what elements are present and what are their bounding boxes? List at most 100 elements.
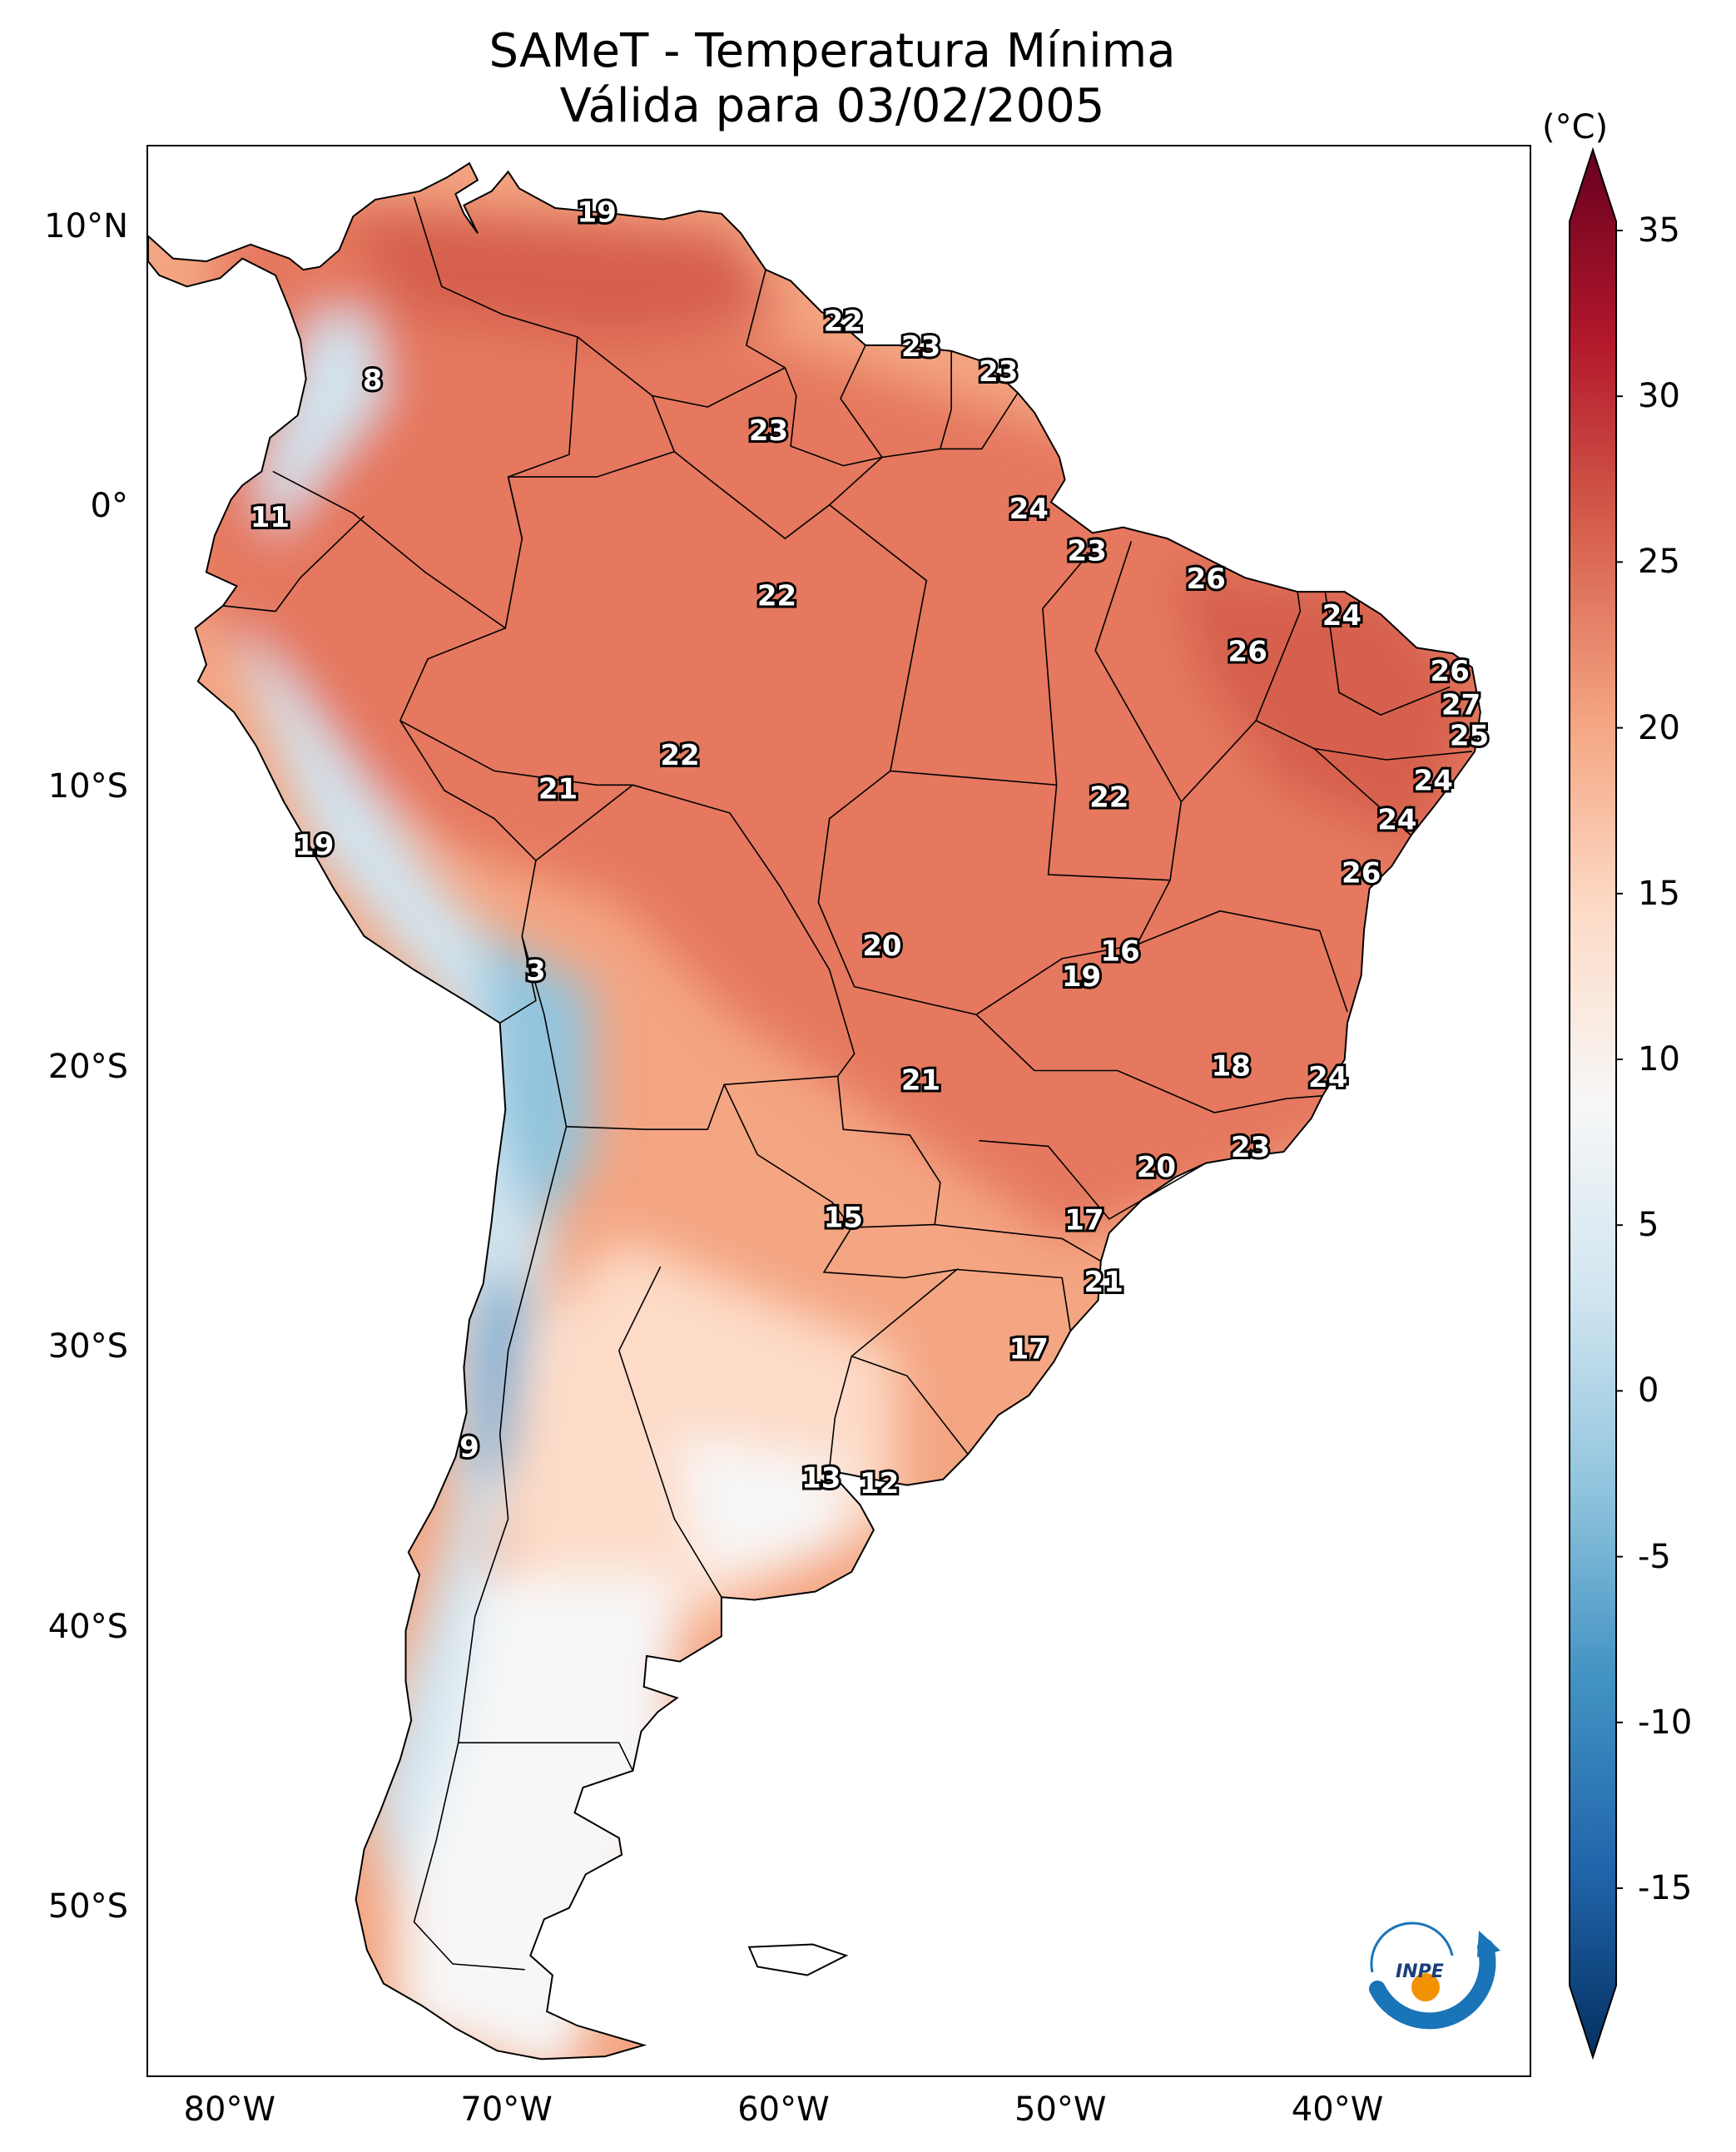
station-value-label: 17 [1064, 1204, 1104, 1237]
station-value-label: 23 [749, 414, 788, 448]
latitude-tick-label: 50°S [47, 1887, 128, 1926]
longitude-tick-label: 50°W [1014, 2090, 1107, 2129]
longitude-tick-label: 80°W [183, 2090, 276, 2129]
border-line [413, 935, 568, 1971]
border-line [723, 1076, 941, 1228]
border-line [651, 395, 883, 540]
colorbar-tick-label: 10 [1638, 1040, 1680, 1078]
station-value-label: 23 [901, 330, 940, 364]
border-line [1047, 541, 1183, 881]
border-line [577, 336, 786, 408]
station-value-label: 21 [1084, 1266, 1123, 1299]
colorbar-tick-label: 25 [1638, 543, 1680, 582]
station-value-label: 24 [1377, 804, 1416, 837]
border-line [1136, 910, 1348, 1013]
station-value-label: 18 [1212, 1050, 1251, 1083]
station-value-label: 23 [979, 355, 1018, 389]
latitude-tick-label: 0° [90, 487, 128, 526]
station-value-label: 22 [660, 739, 699, 772]
field-pampa-neutral [674, 1435, 841, 1575]
border-line [840, 345, 952, 459]
station-value-label: 22 [1089, 781, 1128, 815]
map-title-line2: Válida para 03/02/2005 [559, 79, 1105, 133]
colorbar-tick-label: -15 [1638, 1869, 1693, 1907]
border-line [1180, 591, 1302, 803]
border-line [975, 880, 1171, 1015]
station-value-label: 15 [824, 1201, 863, 1234]
station-value-label: 23 [1068, 535, 1107, 568]
station-value-label: 26 [1228, 636, 1267, 669]
station-value-label: 26 [1187, 563, 1226, 596]
station-value-label: 24 [1414, 764, 1453, 797]
station-value-label: 26 [1431, 655, 1470, 688]
station-value-label: 24 [1322, 599, 1362, 632]
colorbar-tick-label: -10 [1638, 1703, 1693, 1742]
station-value-label: 3 [526, 955, 546, 988]
colorbar-tick-label: -5 [1638, 1537, 1671, 1576]
longitude-tick-label: 60°W [737, 2090, 830, 2129]
station-value-label: 22 [824, 305, 863, 339]
border-line [979, 1139, 1207, 1220]
field-andes-colder [480, 1267, 523, 1491]
border-line [507, 451, 675, 539]
station-value-label: 9 [459, 1431, 479, 1464]
border-line [940, 392, 1019, 450]
station-value-label: 11 [250, 501, 290, 534]
border-line [829, 504, 1091, 786]
colorbar [1569, 146, 1623, 2060]
longitude-tick-label: 70°W [460, 2090, 553, 2129]
border-line [1313, 747, 1472, 761]
colorbar-tick-label: 0 [1638, 1371, 1659, 1411]
colorbar-tick-label: 30 [1638, 377, 1680, 416]
latitude-tick-label: 10°S [47, 767, 128, 806]
border-line [956, 1268, 1071, 1331]
station-value-label: 19 [577, 196, 616, 229]
station-value-label: 24 [1009, 493, 1049, 526]
border-line [935, 1223, 1102, 1262]
station-value-label: 23 [1231, 1131, 1270, 1164]
border-line [399, 627, 537, 1024]
border-line [745, 269, 883, 467]
field-altiplano-cold [480, 930, 592, 1239]
colorbar-tick-label: 35 [1638, 211, 1680, 250]
station-value-label: 13 [801, 1461, 841, 1495]
border-line [851, 1356, 969, 1455]
station-value-label: 21 [901, 1064, 940, 1098]
svg-text:INPE: INPE [1396, 1961, 1444, 1982]
station-value-label: 16 [1100, 935, 1139, 969]
station-value-label: 20 [862, 930, 901, 963]
border-line [458, 1742, 634, 1772]
station-value-label: 27 [1441, 689, 1481, 722]
station-value-label: 25 [1450, 720, 1489, 753]
field-northeast-hot [1173, 566, 1478, 847]
station-value-label: 12 [860, 1467, 899, 1500]
colorbar-tick-label: 15 [1638, 874, 1680, 913]
station-value-label: 21 [538, 773, 578, 806]
latitude-tick-label: 30°S [47, 1327, 128, 1366]
border-line [618, 1266, 722, 1598]
station-value-label: 19 [1062, 960, 1101, 994]
field-colombia-cool [259, 314, 384, 539]
continent-outline [148, 161, 1481, 2060]
border-line [1034, 1069, 1323, 1113]
field-north-hot [342, 202, 786, 343]
colorbar-tick-label: 5 [1638, 1206, 1659, 1245]
colorbar-tick-label: 20 [1638, 708, 1680, 747]
station-value-label: 8 [363, 364, 383, 397]
inpe-logo-icon: INPE [1369, 1921, 1500, 2030]
colorbar-tick-marks [1616, 230, 1623, 1889]
latitude-tick-label: 40°S [47, 1607, 128, 1646]
border-line [1324, 591, 1451, 716]
border-line [399, 720, 633, 786]
border-line [222, 515, 365, 612]
map-plot-area: 19 22 23 23 8 23 24 11 23 26 22 24 26 26 27 25 22 24 21 22 2… [146, 145, 1531, 2077]
state-borders [222, 196, 1472, 1971]
border-line [535, 784, 856, 1130]
temperature-field [148, 163, 1481, 2060]
map-title-line1: SAMeT - Temperatura Mínima [489, 24, 1176, 78]
field-tropical-warm [176, 174, 1481, 1239]
colorbar-unit: (°C) [1542, 108, 1609, 146]
latitude-tick-label: 10°N [44, 206, 128, 245]
